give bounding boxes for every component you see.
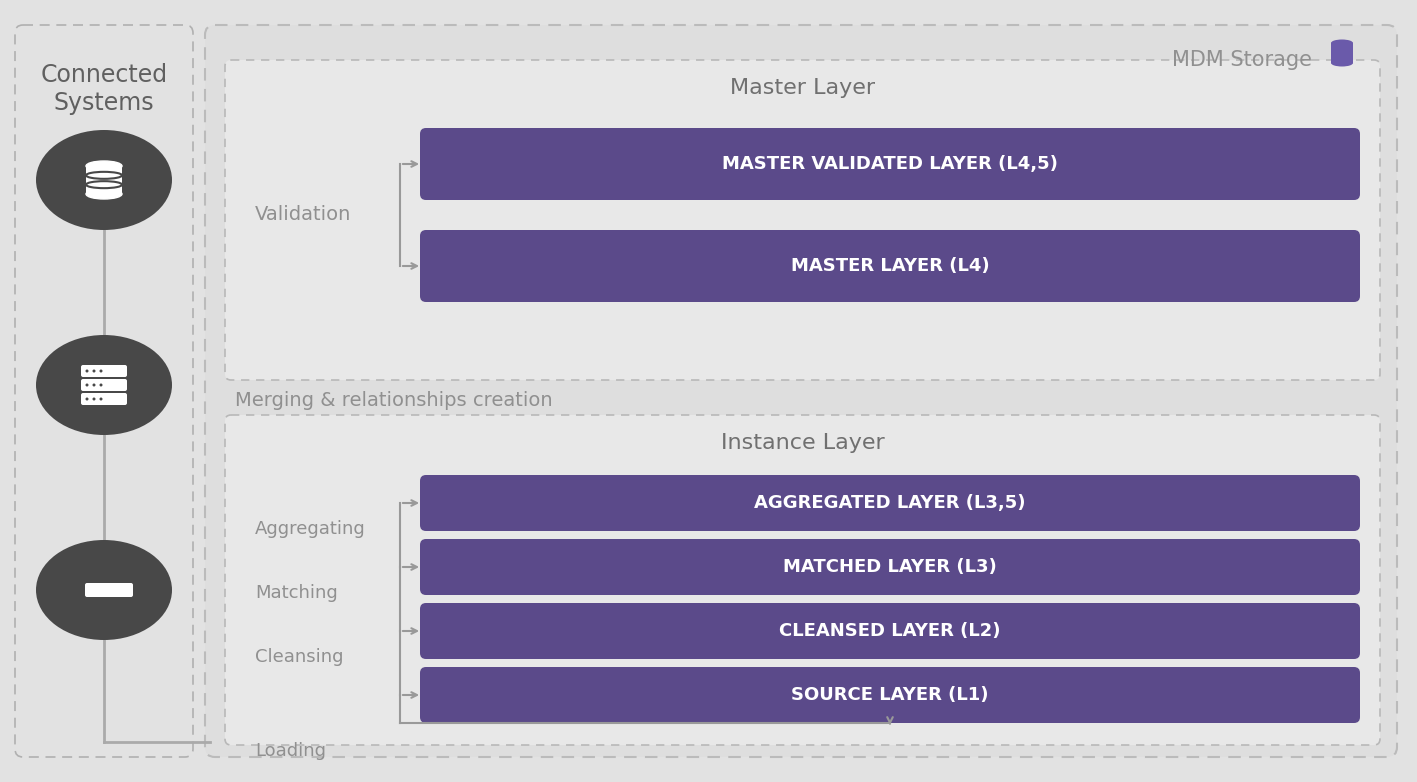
Ellipse shape <box>1331 40 1353 46</box>
FancyBboxPatch shape <box>85 583 108 597</box>
FancyBboxPatch shape <box>419 230 1360 302</box>
Circle shape <box>85 397 88 400</box>
Text: Connected
Systems: Connected Systems <box>41 63 167 115</box>
FancyBboxPatch shape <box>225 415 1380 745</box>
FancyBboxPatch shape <box>205 25 1397 757</box>
Text: Cleansing: Cleansing <box>255 648 343 666</box>
FancyBboxPatch shape <box>419 128 1360 200</box>
FancyBboxPatch shape <box>419 539 1360 595</box>
Text: MDM Storage: MDM Storage <box>1172 50 1312 70</box>
FancyBboxPatch shape <box>81 379 128 391</box>
Text: MASTER LAYER (L4): MASTER LAYER (L4) <box>791 257 989 275</box>
Text: SOURCE LAYER (L1): SOURCE LAYER (L1) <box>791 686 989 704</box>
Circle shape <box>92 370 95 372</box>
Ellipse shape <box>1331 59 1353 66</box>
Text: Aggregating: Aggregating <box>255 520 366 538</box>
Circle shape <box>99 397 102 400</box>
FancyBboxPatch shape <box>81 365 128 377</box>
Text: CLEANSED LAYER (L2): CLEANSED LAYER (L2) <box>779 622 1000 640</box>
Circle shape <box>99 370 102 372</box>
Ellipse shape <box>86 161 122 171</box>
Ellipse shape <box>35 335 171 435</box>
Ellipse shape <box>1331 49 1353 56</box>
Text: MATCHED LAYER (L3): MATCHED LAYER (L3) <box>784 558 998 576</box>
Text: Merging & relationships creation: Merging & relationships creation <box>235 390 553 410</box>
FancyBboxPatch shape <box>419 667 1360 723</box>
Text: Master Layer: Master Layer <box>730 78 876 98</box>
FancyBboxPatch shape <box>86 166 122 194</box>
Circle shape <box>99 383 102 386</box>
Text: Validation: Validation <box>255 206 351 224</box>
Text: MASTER VALIDATED LAYER (L4,5): MASTER VALIDATED LAYER (L4,5) <box>723 155 1058 173</box>
Text: AGGREGATED LAYER (L3,5): AGGREGATED LAYER (L3,5) <box>754 494 1026 512</box>
FancyBboxPatch shape <box>81 393 128 405</box>
Circle shape <box>92 383 95 386</box>
Bar <box>1331 53 1353 63</box>
Circle shape <box>92 397 95 400</box>
Circle shape <box>85 383 88 386</box>
Circle shape <box>85 370 88 372</box>
Text: Instance Layer: Instance Layer <box>721 433 884 453</box>
FancyBboxPatch shape <box>225 60 1380 380</box>
FancyBboxPatch shape <box>16 25 193 757</box>
Ellipse shape <box>35 540 171 640</box>
Bar <box>1331 43 1353 53</box>
Text: Matching: Matching <box>255 584 337 602</box>
FancyBboxPatch shape <box>419 475 1360 531</box>
Text: Loading: Loading <box>255 742 326 760</box>
FancyBboxPatch shape <box>419 603 1360 659</box>
Ellipse shape <box>35 130 171 230</box>
Ellipse shape <box>86 189 122 199</box>
FancyBboxPatch shape <box>99 583 129 597</box>
FancyBboxPatch shape <box>115 583 133 597</box>
